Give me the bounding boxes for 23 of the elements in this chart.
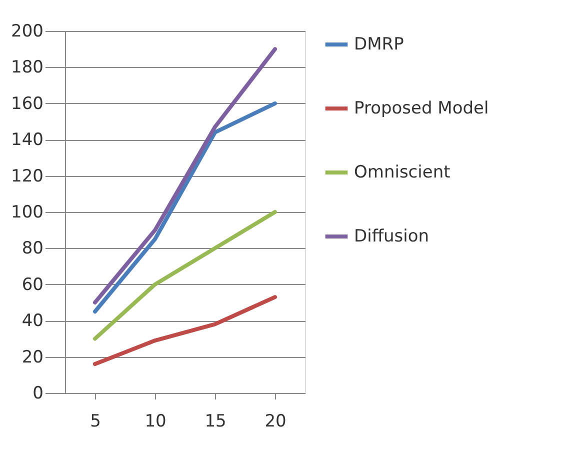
line-series bbox=[93, 210, 277, 341]
y-tick-label: 140 bbox=[11, 130, 44, 150]
line-series bbox=[93, 295, 277, 366]
y-tick-label: 40 bbox=[22, 311, 44, 332]
y-tick-label: 180 bbox=[11, 58, 44, 78]
legend-label: Diffusion bbox=[354, 226, 430, 246]
x-tick-label: 15 bbox=[204, 412, 226, 432]
y-tick-label: 60 bbox=[22, 274, 44, 295]
y-tick-label: 100 bbox=[11, 202, 44, 222]
x-tick-label: 20 bbox=[264, 412, 286, 432]
y-tick-label: 20 bbox=[22, 347, 44, 368]
legend-label: Omniscient bbox=[354, 162, 451, 182]
y-tick-label: 200 bbox=[11, 22, 44, 42]
legend-label: DMRP bbox=[354, 34, 404, 54]
line-series bbox=[93, 101, 277, 314]
y-tick-label: 80 bbox=[22, 238, 44, 259]
line-series bbox=[93, 47, 277, 304]
y-tick-label: 120 bbox=[11, 166, 44, 186]
legend-label: Proposed Model bbox=[354, 98, 489, 118]
y-tick-label: 0 bbox=[32, 384, 44, 404]
y-tick-label: 160 bbox=[11, 94, 44, 114]
x-tick-label: 10 bbox=[144, 412, 166, 432]
x-tick-label: 5 bbox=[90, 412, 101, 432]
